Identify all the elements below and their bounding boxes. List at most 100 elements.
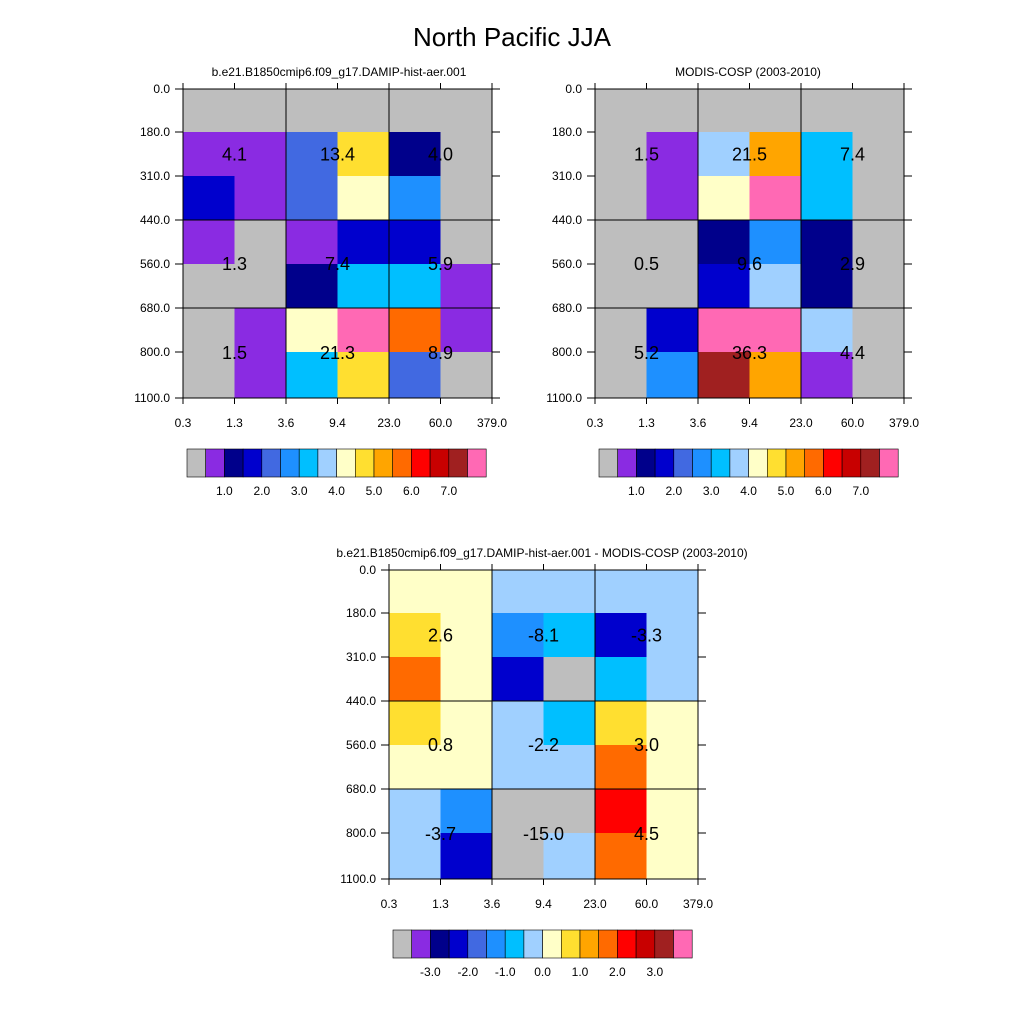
panel-obs-colorbar: 1.0 2.0 3.0 4.0 5.0 6.0 7.0 [598,448,899,498]
colorbar-swatch [336,448,356,478]
heatmap-cell [389,176,441,221]
colorbar-swatch [636,448,656,478]
colorbar-swatch [598,448,619,478]
heatmap-cell [646,132,699,177]
block-value-label: -2.2 [528,735,559,755]
x-tick-label: 379.0 [683,897,713,911]
panel-model-colorbar: 1.0 2.0 3.0 4.0 5.0 6.0 7.0 [186,448,487,498]
heatmap-cell [234,264,287,309]
colorbar-swatch [654,448,675,478]
colorbar-swatch [523,929,543,959]
colorbar-label: -1.0 [495,965,516,979]
colorbar-swatch [673,448,693,478]
heatmap-cell [183,176,235,221]
heatmap-cell [543,833,596,880]
x-tick-label: 0.3 [381,897,398,911]
heatmap-cell [852,308,905,353]
heatmap-cell [749,264,802,309]
panel-obs-ticks: 0.0 180.0 310.0 440.0 560.0 680.0 800.0 1100.0 0… [546,82,919,430]
heatmap-cell [234,308,287,353]
heatmap-cell [492,833,544,880]
y-tick-label: 440.0 [140,213,170,227]
heatmap-cell [852,220,905,265]
colorbar-swatch [504,929,525,959]
block-value-label: 7.4 [325,254,350,274]
y-tick-label: 560.0 [552,257,582,271]
heatmap-cell [183,220,235,265]
y-tick-label: 440.0 [346,694,376,708]
block-value-label: 5.9 [428,254,453,274]
colorbar-swatch [430,929,450,959]
heatmap-cell [492,570,544,614]
heatmap-cell [646,176,699,221]
colorbar-label: 5.0 [366,484,383,498]
heatmap-cell [337,352,390,399]
colorbar-swatch [298,448,319,478]
colorbar-swatch [598,929,618,959]
block-value-label: 2.6 [428,626,453,646]
heatmap-cell [646,789,699,834]
panel-obs-title: MODIS-COSP (2003-2010) [675,65,821,79]
x-tick-label: 3.6 [484,897,501,911]
heatmap-cell [698,89,750,133]
heatmap-cell [389,570,441,614]
colorbar-swatch [224,448,244,478]
x-tick-label: 0.3 [175,416,192,430]
heatmap-cell [440,89,493,133]
colorbar-label: -3.0 [420,965,441,979]
panel-model-ticks: 0.0 180.0 310.0 440.0 560.0 680.0 800.0 1100.0 0… [134,82,507,430]
heatmap-cell [852,89,905,133]
x-tick-label: 9.4 [329,416,346,430]
heatmap-cell [234,176,287,221]
heatmap-cell [389,789,441,834]
colorbar-swatch [261,448,281,478]
heatmap-cell [389,833,441,880]
y-tick-label: 800.0 [140,345,170,359]
heatmap-cell [440,570,493,614]
heatmap-cell [337,176,390,221]
x-tick-label: 60.0 [841,416,865,430]
heatmap-cell [337,264,390,309]
heatmap-cell [595,89,647,133]
colorbar-swatch [579,929,600,959]
block-value-label: 8.9 [428,343,453,363]
y-tick-label: 0.0 [565,82,582,96]
y-tick-label: 560.0 [140,257,170,271]
colorbar-label: -2.0 [457,965,478,979]
heatmap-cell [698,220,750,265]
heatmap-cell [389,701,441,746]
colorbar-swatch [448,929,469,959]
y-tick-label: 310.0 [140,169,170,183]
block-value-label: 3.0 [634,735,659,755]
heatmap-cell [852,352,905,399]
heatmap-cell [440,833,493,880]
panel-obs-cells [595,89,905,399]
heatmap-cell [801,132,853,177]
heatmap-cell [595,745,647,790]
heatmap-cell [646,570,699,614]
colorbar-label: 3.0 [646,965,663,979]
heatmap-cell [286,132,338,177]
colorbar-swatch [186,448,207,478]
heatmap-cell [389,308,441,353]
colorbar-label: 1.0 [572,965,589,979]
colorbar-swatch [317,448,337,478]
heatmap-cell [234,352,287,399]
heatmap-cell [492,701,544,746]
heatmap-cell [801,176,853,221]
x-tick-label: 379.0 [477,416,507,430]
heatmap-cell [543,789,596,834]
block-value-label: -15.0 [523,824,564,844]
heatmap-cell [698,264,750,309]
block-value-label: 1.5 [634,145,659,165]
heatmap-cell [595,570,647,614]
heatmap-cell [389,132,441,177]
heatmap-cell [183,308,235,353]
panel-model: b.e21.B1850cmip6.f09_g17.DAMIP-hist-aer.… [134,65,507,498]
colorbar-swatch [448,448,468,478]
x-tick-label: 9.4 [741,416,758,430]
colorbar-swatch [766,448,787,478]
y-tick-label: 680.0 [552,301,582,315]
x-tick-label: 379.0 [889,416,919,430]
